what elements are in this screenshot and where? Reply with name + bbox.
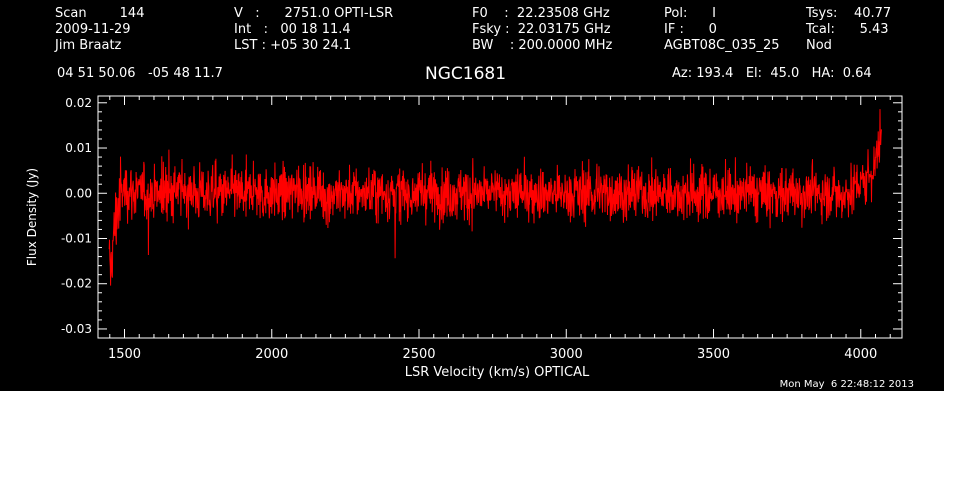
header-mode: Nod: [806, 38, 832, 53]
header-coords: 04 51 50.06 -05 48 11.7: [57, 66, 223, 81]
header-integration: Int : 00 18 11.4: [234, 22, 351, 37]
header-fsky: Fsky : 22.03175 GHz: [472, 22, 611, 37]
header-pol: Pol: I: [664, 6, 716, 21]
y-axis-label: Flux Density (Jy): [25, 168, 39, 266]
x-axis-label: LSR Velocity (km/s) OPTICAL: [405, 365, 590, 380]
spectrum-chart: 1500 2000 2500 3000 3500 4000 0.02 0.01 0.00 -0.…: [25, 95, 903, 380]
y-tick-label: 0.02: [65, 96, 92, 110]
object-name: NGC1681: [425, 64, 507, 84]
y-tick-label: -0.03: [61, 322, 92, 336]
spectrum-trace-group: [108, 109, 882, 286]
y-tick-labels: 0.02 0.01 0.00 -0.01 -0.02 -0.03: [61, 96, 92, 336]
spectrum-trace: [108, 109, 882, 286]
header-if: IF : 0: [664, 22, 717, 37]
x-tick-labels: 1500 2000 2500 3000 3500 4000: [108, 347, 877, 362]
x-tick-label: 3500: [697, 347, 730, 362]
header-f0: F0 : 22.23508 GHz: [472, 6, 610, 21]
x-tick-label: 3000: [550, 347, 583, 362]
header-lst: LST : +05 30 24.1: [234, 38, 352, 53]
plot-frame: [97, 95, 903, 339]
timestamp: Mon May 6 22:48:12 2013: [779, 379, 914, 390]
x-tick-label: 1500: [108, 347, 141, 362]
axis-ticks: [98, 96, 902, 339]
header-tcal: Tcal: 5.43: [806, 22, 889, 37]
y-tick-label: -0.02: [61, 277, 92, 291]
header-tsys: Tsys: 40.77: [806, 6, 892, 21]
y-tick-label: 0.00: [65, 186, 92, 200]
header-observer: Jim Braatz: [55, 38, 122, 53]
header-project: AGBT08C_035_25: [664, 38, 780, 53]
header-scan: Scan 144: [55, 6, 145, 21]
y-tick-label: 0.01: [65, 141, 92, 155]
x-tick-label: 2000: [255, 347, 288, 362]
y-tick-label: -0.01: [61, 231, 92, 245]
header-azel: Az: 193.4 El: 45.0 HA: 0.64: [672, 66, 872, 81]
header-velocity: V : 2751.0 OPTI-LSR: [234, 6, 394, 21]
header-bw: BW : 200.0000 MHz: [472, 38, 613, 53]
header-date: 2009-11-29: [55, 22, 131, 37]
x-tick-label: 2500: [402, 347, 435, 362]
x-tick-label: 4000: [844, 347, 877, 362]
